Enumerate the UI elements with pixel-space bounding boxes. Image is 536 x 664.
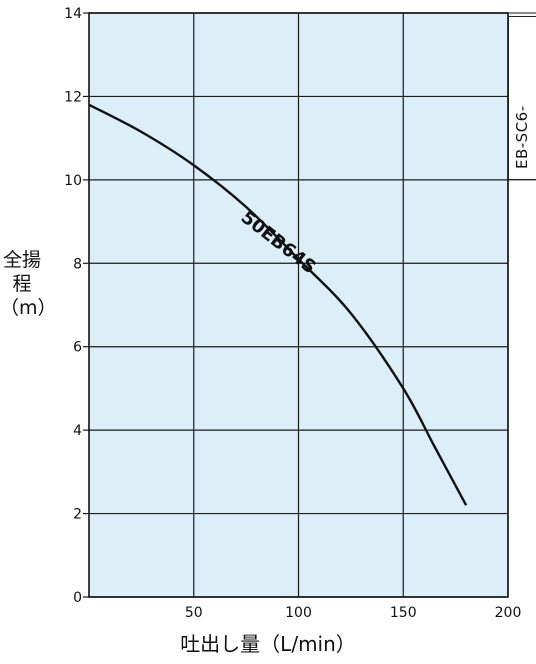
- series-line: [88, 103, 468, 506]
- y-tick-label: 6: [73, 340, 82, 356]
- y-axis-label: 全揚程（m）: [0, 249, 57, 319]
- y-tick-label: 4: [73, 423, 82, 439]
- x-axis-label: 吐出し量（L/min）: [180, 632, 356, 656]
- y-tick-label: 10: [64, 173, 82, 189]
- y-tick-label: 8: [73, 256, 82, 272]
- x-tick-label: 150: [390, 605, 417, 621]
- y-tick-label: 0: [73, 590, 82, 606]
- x-tick-label: 100: [285, 605, 312, 621]
- y-tick-label: 12: [64, 89, 82, 105]
- y-tick-label: 2: [73, 507, 82, 523]
- side-label: EB-SC6-: [513, 105, 531, 169]
- tick-labels: 50 100 150 200 0 2 4 6 8 10 12 14: [64, 6, 521, 621]
- side-label-box: EB-SC6-: [508, 16, 536, 180]
- plot-frame: [88, 12, 509, 598]
- x-tick-label: 50: [185, 605, 203, 621]
- y-tick-label: 14: [64, 6, 82, 22]
- x-tick-label: 200: [495, 605, 522, 621]
